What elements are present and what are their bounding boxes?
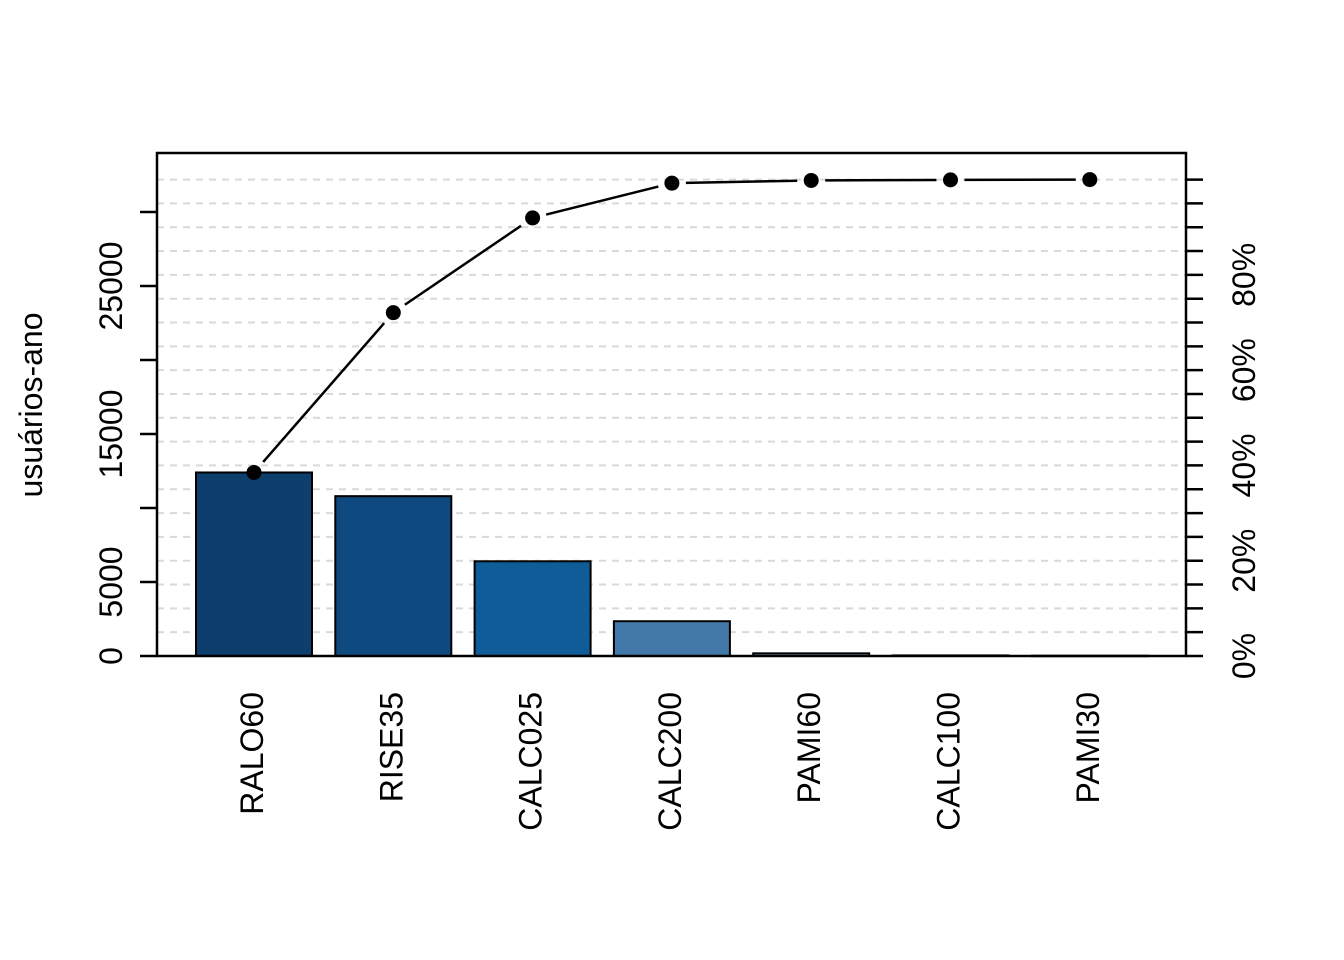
bar-rise35 bbox=[334, 495, 453, 657]
cumulative-line-segment bbox=[262, 322, 386, 463]
cumulative-line-group bbox=[246, 172, 1098, 480]
left-axis-group: 0 5000 15000 25000 bbox=[93, 210, 157, 665]
left-axis-tick-label: 5000 bbox=[93, 546, 129, 617]
cumulative-point-ralo60 bbox=[246, 464, 262, 480]
x-axis-label-calc100: CALC100 bbox=[931, 692, 967, 831]
cumulative-point-pami60 bbox=[803, 172, 819, 188]
cumulative-point-calc200 bbox=[664, 175, 680, 191]
x-axis-label-calc200: CALC200 bbox=[652, 692, 688, 831]
x-axis-label-calc025: CALC025 bbox=[513, 692, 549, 831]
bar-ralo60 bbox=[195, 471, 313, 658]
cumulative-line-segment bbox=[404, 224, 522, 306]
right-axis-tick-label: 0% bbox=[1226, 633, 1262, 679]
right-axis-tick-label: 80% bbox=[1226, 243, 1262, 307]
bar-calc025 bbox=[473, 560, 592, 658]
right-axis-tick-label: 40% bbox=[1226, 433, 1262, 497]
plot-frame bbox=[155, 151, 1188, 658]
cumulative-line-segment bbox=[545, 185, 659, 216]
x-axis-label-ralo60: RALO60 bbox=[234, 692, 270, 815]
right-axis-tick-label: 20% bbox=[1226, 529, 1262, 593]
y-axis-title: usuários-ano bbox=[13, 313, 49, 498]
cumulative-point-pami30 bbox=[1082, 172, 1098, 188]
gridlines-group bbox=[157, 178, 1186, 634]
right-axis-tick-label: 60% bbox=[1226, 338, 1262, 402]
left-axis-tick-label: 0 bbox=[93, 647, 129, 665]
left-axis-tick-label: 15000 bbox=[93, 390, 129, 479]
x-axis-labels-group: RALO60 RISE35 CALC025 CALC200 PAMI60 CALC100 P… bbox=[234, 692, 1106, 831]
x-axis-label-rise35: RISE35 bbox=[373, 692, 409, 802]
cumulative-point-rise35 bbox=[385, 305, 401, 321]
bar-calc200 bbox=[612, 620, 731, 657]
cumulative-point-calc025 bbox=[525, 210, 541, 226]
cumulative-point-calc100 bbox=[943, 172, 958, 188]
right-axis-group: 0% 20% 40% 60% 80% bbox=[1186, 178, 1262, 679]
left-axis-tick-label: 25000 bbox=[93, 242, 129, 331]
cumulative-line-segment bbox=[685, 179, 798, 185]
x-axis-label-pami30: PAMI30 bbox=[1070, 692, 1106, 803]
x-axis-label-pami60: PAMI60 bbox=[791, 692, 827, 803]
